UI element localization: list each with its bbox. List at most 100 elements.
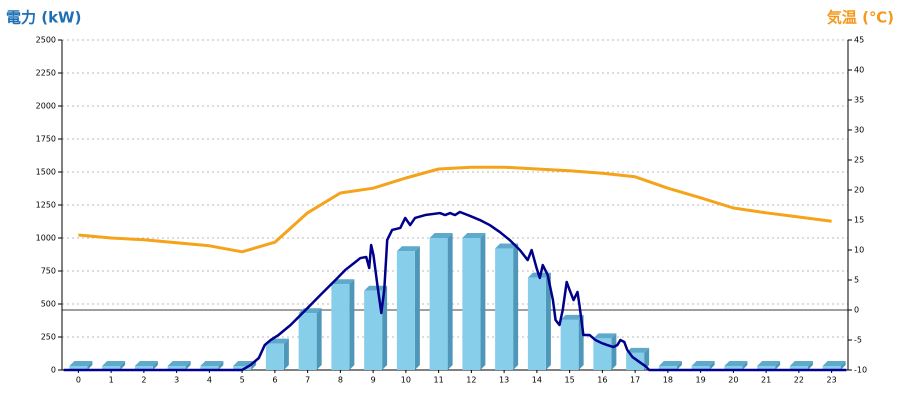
bar-face bbox=[724, 366, 743, 370]
bar-face bbox=[364, 290, 383, 370]
bar bbox=[527, 272, 551, 370]
bar bbox=[69, 361, 93, 370]
y2-tick-label: 35 bbox=[854, 96, 864, 105]
y2-tick-label: 20 bbox=[854, 186, 864, 195]
bar-face bbox=[626, 352, 645, 370]
bar-face bbox=[840, 361, 846, 370]
bar bbox=[462, 233, 486, 370]
bar-face bbox=[822, 366, 841, 370]
bar-face bbox=[462, 238, 481, 370]
bar-face bbox=[626, 347, 650, 353]
bar bbox=[167, 361, 191, 370]
y-tick-label: 500 bbox=[41, 300, 56, 309]
y-tick-label: 1000 bbox=[36, 234, 56, 243]
x-tick-label: 22 bbox=[794, 376, 804, 385]
bar bbox=[560, 314, 584, 370]
bar-face bbox=[265, 343, 284, 370]
bar bbox=[822, 361, 846, 370]
x-tick-label: 23 bbox=[827, 376, 837, 385]
y2-tick-label: -10 bbox=[854, 366, 867, 375]
x-tick-label: 16 bbox=[597, 376, 607, 385]
bar bbox=[724, 361, 748, 370]
bar-face bbox=[676, 361, 682, 370]
x-tick-label: 11 bbox=[434, 376, 444, 385]
x-tick-label: 21 bbox=[761, 376, 771, 385]
y-tick-label: 1250 bbox=[36, 201, 56, 210]
bar-face bbox=[462, 233, 486, 238]
bar-face bbox=[429, 233, 453, 238]
x-tick-label: 13 bbox=[499, 376, 509, 385]
bar-face bbox=[789, 361, 813, 366]
bar-face bbox=[429, 238, 448, 370]
bar-face bbox=[200, 361, 224, 366]
bar-face bbox=[480, 233, 486, 370]
bar-face bbox=[364, 285, 388, 291]
bar bbox=[593, 333, 617, 370]
bar-face bbox=[167, 361, 191, 366]
bar-face bbox=[414, 246, 420, 370]
bar bbox=[626, 347, 650, 370]
y-tick-label: 750 bbox=[41, 267, 56, 276]
x-tick-label: 14 bbox=[532, 376, 542, 385]
bar-face bbox=[349, 279, 355, 370]
x-tick-label: 9 bbox=[371, 376, 376, 385]
bar bbox=[364, 285, 388, 370]
x-tick-label: 19 bbox=[696, 376, 706, 385]
bar-face bbox=[69, 361, 93, 366]
bar-face bbox=[283, 338, 289, 370]
bar-face bbox=[152, 361, 158, 370]
bar-face bbox=[120, 361, 126, 370]
x-tick-label: 8 bbox=[338, 376, 343, 385]
bar bbox=[789, 361, 813, 370]
x-tick-label: 20 bbox=[728, 376, 738, 385]
bar-face bbox=[644, 347, 650, 370]
y2-tick-label: 45 bbox=[854, 36, 864, 45]
bar-face bbox=[513, 243, 519, 370]
bar-face bbox=[69, 366, 88, 370]
bar-face bbox=[691, 366, 710, 370]
bar-face bbox=[822, 361, 846, 366]
bar-face bbox=[218, 361, 224, 370]
bar-face bbox=[709, 361, 715, 370]
bar bbox=[495, 243, 519, 370]
x-tick-label: 7 bbox=[305, 376, 310, 385]
bar bbox=[102, 361, 126, 370]
bar bbox=[658, 361, 682, 370]
x-tick-label: 6 bbox=[272, 376, 277, 385]
bar-face bbox=[495, 248, 514, 370]
bar-face bbox=[807, 361, 813, 370]
bar-face bbox=[757, 361, 781, 366]
y2-tick-label: 25 bbox=[854, 156, 864, 165]
x-tick-label: 15 bbox=[565, 376, 575, 385]
x-tick-label: 17 bbox=[630, 376, 640, 385]
bar-face bbox=[102, 366, 121, 370]
bar bbox=[757, 361, 781, 370]
line bbox=[63, 210, 847, 372]
bar-face bbox=[658, 366, 677, 370]
y2-tick-label: -5 bbox=[854, 336, 862, 345]
bar bbox=[200, 361, 224, 370]
bar-face bbox=[298, 313, 317, 370]
bar-face bbox=[658, 361, 682, 366]
bar-face bbox=[167, 366, 186, 370]
bar-face bbox=[593, 333, 617, 339]
bar-face bbox=[251, 361, 257, 370]
y2-tick-label: 40 bbox=[854, 66, 864, 75]
y-axis-title: 電力 (kW) bbox=[6, 9, 81, 27]
bar-face bbox=[396, 251, 415, 370]
bar bbox=[691, 361, 715, 370]
x-tick-label: 2 bbox=[141, 376, 146, 385]
y-tick-label: 1750 bbox=[36, 135, 56, 144]
bar bbox=[396, 246, 420, 370]
line bbox=[78, 165, 832, 254]
bar-face bbox=[200, 366, 219, 370]
y-tick-label: 2250 bbox=[36, 69, 56, 78]
bar-face bbox=[102, 361, 126, 366]
x-tick-label: 10 bbox=[401, 376, 411, 385]
bar-face bbox=[396, 246, 420, 252]
x-tick-label: 0 bbox=[76, 376, 81, 385]
bar bbox=[331, 279, 355, 370]
x-tick-label: 5 bbox=[240, 376, 245, 385]
bar-face bbox=[331, 279, 355, 285]
